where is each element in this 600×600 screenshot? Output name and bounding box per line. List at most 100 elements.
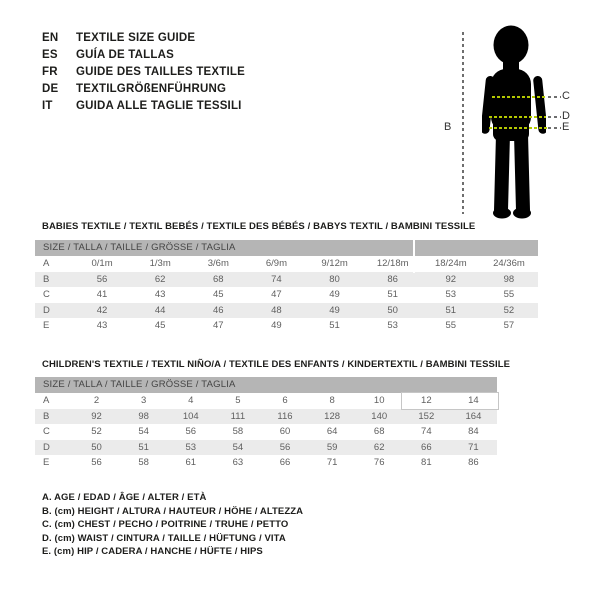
size-cell: 3/6m: [207, 258, 229, 270]
size-cell: 6/9m: [265, 258, 287, 270]
size-cell: 66: [279, 457, 291, 469]
size-cell: 9/12m: [321, 258, 348, 270]
size-cell: 71: [326, 457, 338, 469]
language-row-de: DE TEXTILGRÖßENFÜHRUNG: [42, 81, 245, 98]
language-row-fr: FR GUIDE DES TAILLES TEXTILE: [42, 64, 245, 81]
size-cell: 81: [421, 457, 432, 469]
children-size-table: SIZE / TALLA / TAILLE / GRÖSSE / TAGLIA …: [35, 377, 497, 471]
size-cell: 4: [188, 395, 194, 407]
size-cell: 98: [503, 273, 515, 285]
size-12-14-highlight-box: [401, 392, 499, 410]
table-row: D 42 44 46 48 49 50 51 52: [35, 302, 538, 318]
size-cell: 59: [326, 441, 338, 453]
size-cell: 98: [138, 410, 149, 422]
chest-label: C: [562, 90, 570, 102]
language-code: DE: [42, 83, 59, 95]
size-cell: 3: [141, 395, 147, 407]
legend-age: A. AGE / EDAD / ÂGE / ALTER / ETÀ: [42, 492, 207, 503]
size-cell: 0/1m: [91, 258, 113, 270]
size-cell: 12/18m: [376, 258, 409, 270]
child-silhouette: [482, 25, 546, 219]
size-cell: 53: [387, 320, 398, 332]
size-cell: 51: [138, 441, 149, 453]
size-cell: 116: [277, 410, 293, 422]
size-cell: 43: [96, 320, 108, 332]
size-cell: 5: [235, 395, 241, 407]
size-cell: 50: [91, 441, 102, 453]
babies-table-grid: A 0/1m 1/3m 3/6m 6/9m 9/12m 12/18m 18/24m 24/36m…: [35, 256, 538, 334]
legend-waist: D. (cm) WAIST / CINTURA / TAILLE / HÜFTU…: [42, 532, 286, 544]
language-list: EN TEXTILE SIZE GUIDE ES GUÍA DE TALLAS …: [42, 30, 245, 115]
size-cell: 66: [421, 441, 432, 453]
size-cell: 74: [421, 426, 432, 438]
size-cell: 42: [96, 304, 108, 316]
row-label: D: [43, 304, 50, 316]
hip-measure-line: [489, 127, 547, 129]
size-cell: 6: [282, 395, 288, 407]
size-cell: 104: [182, 410, 199, 422]
size-cell: 55: [503, 289, 515, 301]
size-cell: 53: [445, 289, 457, 301]
table-row: C 41 43 45 47 49 51 53 55: [35, 287, 538, 303]
table-row: A 2 3 4 5 6 8 10 12 14: [35, 393, 497, 409]
size-cell: 8: [329, 395, 335, 407]
table-row: A 0/1m 1/3m 3/6m 6/9m 9/12m 12/18m 18/24m 24/36m: [35, 256, 538, 272]
language-title: GUÍA DE TALLAS: [76, 49, 174, 61]
row-label: C: [43, 289, 50, 301]
size-cell: 68: [373, 426, 385, 438]
language-row-it: IT GUIDA ALLE TAGLIE TESSILI: [42, 98, 245, 115]
children-size-header-bar: SIZE / TALLA / TAILLE / GRÖSSE / TAGLIA: [35, 377, 497, 393]
chest-measure-line: [492, 96, 545, 98]
row-label: D: [43, 441, 50, 453]
size-cell: 76: [373, 457, 385, 469]
language-title: TEXTILGRÖßENFÜHRUNG: [76, 83, 227, 95]
size-cell: 64: [326, 426, 338, 438]
row-label: E: [43, 320, 50, 332]
size-cell: 47: [213, 320, 224, 332]
size-cell: 56: [91, 457, 102, 469]
language-row-en: EN TEXTILE SIZE GUIDE: [42, 30, 245, 47]
size-cell: 41: [96, 289, 108, 301]
table-row: C 52 54 56 58 60 64 68 74 84: [35, 424, 497, 440]
size-cell: 48: [271, 304, 282, 316]
size-cell: 51: [387, 289, 398, 301]
size-cell: 1/3m: [149, 258, 171, 270]
babies-size-header-bar: SIZE / TALLA / TAILLE / GRÖSSE / TAGLIA: [35, 240, 538, 256]
size-cell: 68: [213, 273, 224, 285]
row-label: E: [43, 457, 50, 469]
size-cell: 92: [91, 410, 102, 422]
size-cell: 2: [93, 395, 100, 407]
size-cell: 86: [387, 273, 398, 285]
size-cell: 62: [154, 273, 166, 285]
size-cell: 52: [91, 426, 102, 438]
size-cell: 56: [279, 441, 291, 453]
legend-hip: E. (cm) HIP / CADERA / HANCHE / HÜFTE / …: [42, 546, 263, 557]
size-cell: 49: [329, 289, 340, 301]
size-cell: 86: [468, 457, 479, 469]
size-cell: 45: [154, 320, 166, 332]
size-cell: 12: [421, 395, 432, 407]
size-cell: 84: [468, 426, 479, 438]
legend-chest: C. (cm) CHEST / PECHO / POITRINE / TRUHE…: [42, 519, 289, 530]
size-cell: 61: [185, 457, 197, 469]
table-row: D 50 51 53 54 56 59 62 66 71: [35, 439, 497, 455]
size-cell: 164: [465, 410, 482, 422]
size-cell: 56: [185, 426, 197, 438]
table-row: E 56 58 61 63 66 71 76 81 86: [35, 455, 497, 471]
size-cell: 60: [279, 426, 291, 438]
language-code: EN: [42, 32, 59, 44]
size-cell: 53: [185, 441, 197, 453]
size-cell: 52: [503, 304, 515, 316]
size-cell: 10: [373, 395, 385, 407]
size-cell: 44: [154, 304, 166, 316]
language-title: GUIDE DES TAILLES TEXTILE: [76, 66, 245, 78]
size-cell: 111: [230, 410, 246, 422]
size-cell: 58: [232, 426, 244, 438]
size-cell: 140: [371, 410, 388, 422]
size-cell: 58: [138, 457, 149, 469]
hip-callout-dashes: [548, 127, 561, 129]
language-code: IT: [42, 100, 53, 112]
hip-label: E: [562, 121, 570, 133]
size-cell: 128: [324, 410, 341, 422]
